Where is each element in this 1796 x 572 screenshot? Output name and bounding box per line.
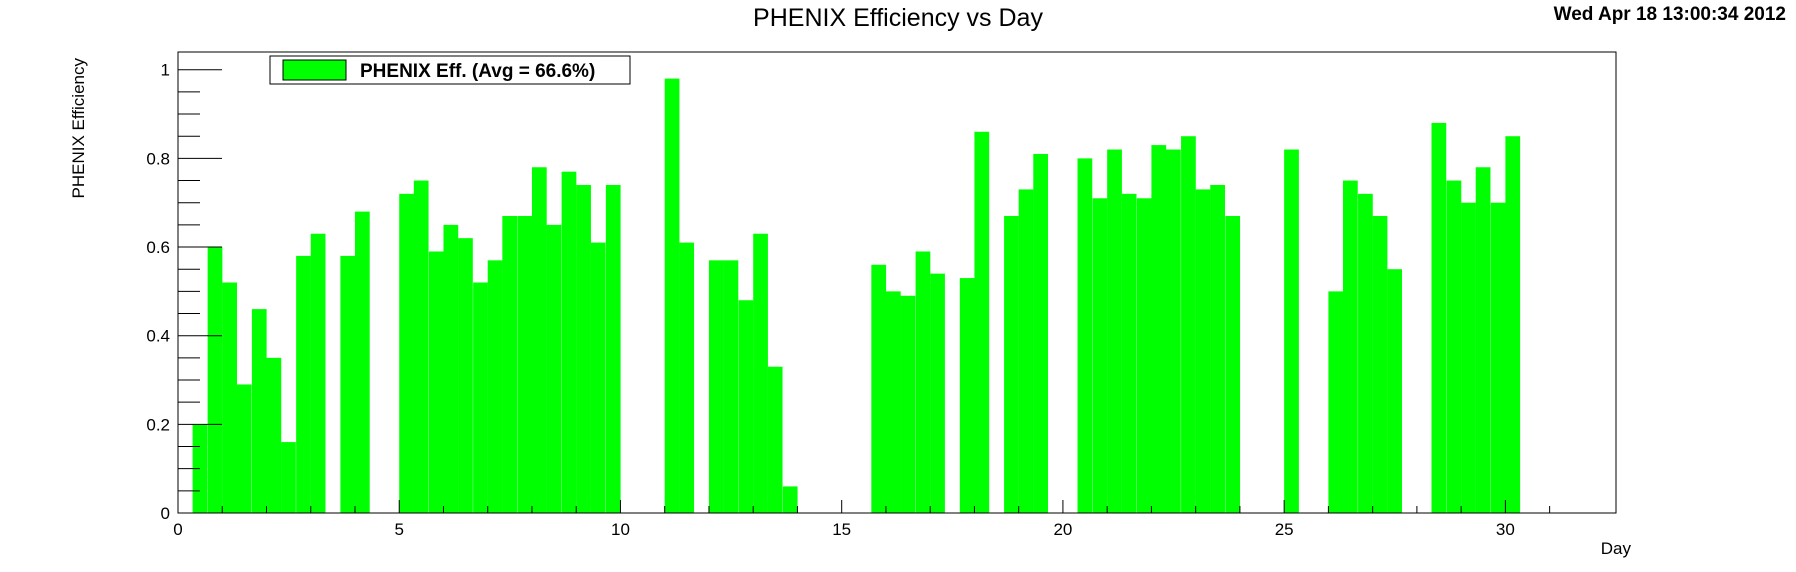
bar: [930, 273, 945, 513]
bar: [546, 224, 562, 514]
bar: [590, 242, 606, 514]
bar: [443, 224, 459, 514]
bar: [222, 282, 237, 513]
bar: [782, 486, 798, 513]
bar: [1151, 145, 1167, 513]
bar: [1033, 153, 1049, 513]
bar: [473, 282, 488, 513]
bar: [1343, 180, 1358, 514]
x-tick-label: 15: [832, 520, 851, 539]
y-tick-label: 0.4: [146, 327, 170, 346]
bar: [561, 171, 577, 513]
bar: [679, 242, 695, 514]
bar: [1166, 149, 1181, 513]
bar: [502, 216, 518, 513]
bar: [915, 251, 931, 513]
x-tick-label: 20: [1053, 520, 1072, 539]
x-tick-label: 30: [1496, 520, 1515, 539]
bar: [281, 442, 296, 513]
y-tick-label: 0.8: [146, 149, 170, 168]
bar: [1195, 189, 1211, 513]
y-tick-label: 0: [161, 504, 170, 523]
bar: [310, 233, 326, 514]
bar: [399, 193, 414, 513]
bar: [428, 251, 444, 513]
bar: [576, 184, 591, 514]
y-tick-label: 0.2: [146, 415, 170, 434]
bar: [974, 131, 990, 514]
bar: [296, 255, 311, 513]
bar: [1284, 149, 1299, 513]
timestamp: Wed Apr 18 13:00:34 2012: [1553, 4, 1786, 25]
x-tick-label: 5: [394, 520, 403, 539]
bar: [1004, 216, 1019, 513]
bar: [531, 167, 547, 513]
bar: [900, 295, 916, 513]
bar: [266, 357, 282, 513]
legend: PHENIX Eff. (Avg = 66.6%): [269, 55, 631, 85]
bar: [738, 300, 754, 513]
x-tick-label: 25: [1275, 520, 1294, 539]
bar: [1107, 149, 1122, 513]
bar: [708, 260, 724, 513]
bars-group: [192, 78, 1521, 514]
bar: [1372, 216, 1388, 513]
legend-label: PHENIX Eff. (Avg = 66.6%): [360, 61, 595, 82]
bar: [605, 184, 621, 514]
bar: [340, 255, 356, 513]
bar: [1490, 202, 1506, 513]
x-tick-label: 10: [611, 520, 630, 539]
bar: [1475, 167, 1491, 513]
bar: [1358, 193, 1373, 513]
bar: [1328, 291, 1344, 513]
bar: [251, 309, 267, 513]
bar: [207, 247, 223, 514]
bar: [236, 384, 252, 513]
bar: [1446, 180, 1462, 514]
bar: [1092, 198, 1108, 513]
plot-frame: [177, 51, 1617, 514]
bar: [1431, 122, 1447, 514]
bar: [1181, 136, 1196, 513]
bar: [517, 216, 533, 513]
x-axis-ticks: 0 5 10 15 20 25 30: [173, 500, 1551, 539]
legend-swatch: [282, 59, 347, 81]
bar: [1018, 189, 1034, 513]
bar: [885, 291, 901, 513]
bar: [1505, 136, 1521, 513]
bar: [354, 211, 370, 513]
bar: [1210, 184, 1225, 514]
bar: [1387, 269, 1402, 513]
bar: [767, 366, 783, 513]
x-tick-label: 0: [173, 520, 182, 539]
bar: [458, 238, 473, 514]
bar: [871, 264, 887, 513]
y-axis-ticks: 0 0.2 0.4 0.6 0.8 1: [146, 61, 222, 523]
bar: [1461, 202, 1476, 513]
bar: [664, 78, 680, 513]
chart-title: PHENIX Efficiency vs Day: [753, 4, 1043, 32]
bar: [413, 180, 429, 514]
bar: [487, 260, 503, 513]
bar: [1136, 198, 1152, 513]
x-axis-label: Day: [1601, 539, 1632, 558]
bar: [1121, 193, 1137, 513]
bar: [753, 233, 768, 514]
bar: [723, 260, 739, 513]
y-tick-label: 1: [161, 61, 170, 80]
y-axis-label: PHENIX Efficiency: [69, 58, 88, 199]
bar: [1077, 158, 1093, 513]
bar: [959, 278, 975, 513]
y-tick-label: 0.6: [146, 238, 170, 257]
bar: [1225, 216, 1241, 513]
